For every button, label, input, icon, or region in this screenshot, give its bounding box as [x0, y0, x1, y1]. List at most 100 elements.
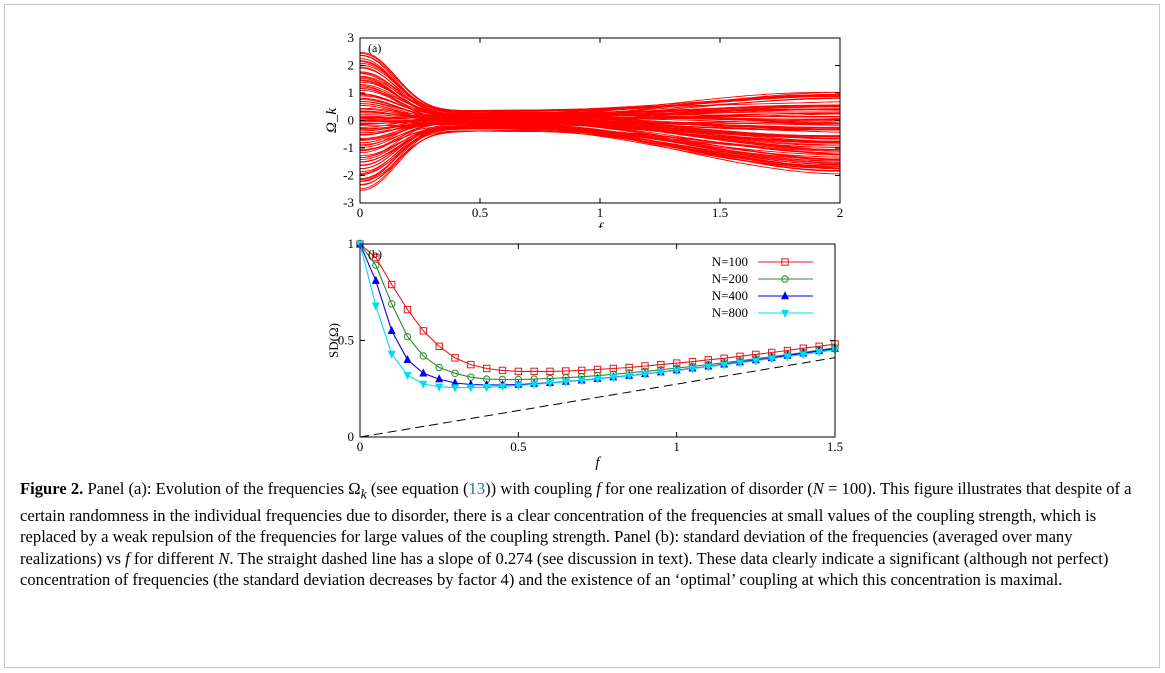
- triangle-down-marker: [371, 302, 380, 311]
- frequency-curve: [360, 67, 840, 112]
- circle-marker: [372, 261, 380, 269]
- triangle-down-marker: [704, 363, 713, 372]
- square-marker: [625, 363, 633, 372]
- circle-marker: [387, 300, 396, 308]
- triangle-down-marker: [545, 379, 555, 388]
- frequency-curve: [360, 55, 840, 116]
- square-marker: [419, 327, 428, 335]
- circle-marker: [781, 275, 789, 283]
- y-tick-label: 0.5: [338, 333, 354, 348]
- panel-a-chart: 0 0.5 1 1.5 2 -3 -2 -1 0 1 2 3 (a) f Ω_k: [324, 30, 844, 228]
- square-marker: [498, 366, 507, 375]
- triangle-down-marker: [815, 348, 824, 357]
- triangle-down-marker: [561, 378, 570, 387]
- frequency-curve: [360, 51, 840, 113]
- square-marker: [781, 258, 789, 266]
- triangle-down-marker: [609, 374, 618, 383]
- triangle-marker: [780, 291, 790, 300]
- square-marker: [514, 367, 523, 376]
- triangle-down-marker: [514, 382, 523, 391]
- triangle-down-marker: [672, 367, 681, 376]
- frequency-curve: [360, 54, 840, 112]
- frequency-curve: [360, 127, 840, 173]
- triangle-down-marker: [735, 359, 745, 368]
- square-marker: [546, 367, 554, 376]
- square-marker: [609, 364, 618, 373]
- legend-label: N=200: [712, 271, 748, 286]
- triangle-marker: [435, 374, 444, 383]
- square-marker: [451, 354, 459, 362]
- y-tick-label: 2: [348, 58, 355, 73]
- frequency-curve: [360, 125, 840, 154]
- circle-marker: [435, 363, 443, 372]
- caption-text: )) with coupling: [485, 479, 597, 498]
- triangle-down-marker: [577, 377, 586, 386]
- square-marker: [372, 253, 380, 262]
- x-tick-label: 1.5: [712, 205, 728, 220]
- triangle-down-marker: [656, 369, 665, 378]
- x-tick-label: 0: [357, 439, 364, 454]
- circle-marker: [403, 332, 412, 341]
- frequency-curve: [360, 103, 840, 125]
- figure-caption: Figure 2. Panel (a): Evolution of the fr…: [20, 478, 1145, 591]
- triangle-down-marker: [783, 353, 792, 362]
- panel-label: (a): [368, 41, 381, 55]
- triangle-marker: [387, 326, 396, 335]
- legend-label: N=100: [712, 254, 748, 269]
- y-tick-label: -3: [343, 195, 354, 210]
- square-marker: [435, 342, 443, 350]
- triangle-down-marker: [435, 383, 444, 392]
- caption-text: Panel (a): Evolution of the frequencies …: [83, 479, 361, 498]
- caption-text: for one realization of disorder (: [600, 479, 813, 498]
- triangle-marker: [419, 368, 428, 377]
- y-tick-label: 1: [348, 85, 355, 100]
- curves-group: [360, 51, 840, 191]
- square-marker: [482, 364, 491, 373]
- x-tick-label: 1.5: [827, 439, 843, 454]
- legend-label: N=800: [712, 305, 748, 320]
- panel-label: (b): [368, 247, 382, 261]
- reference-dashed-line: [359, 357, 836, 438]
- triangle-down-marker: [751, 357, 760, 366]
- y-tick-label: 0: [348, 113, 355, 128]
- caption-text: = 100). This figure illustrates that des…: [20, 479, 1132, 568]
- caption-text: (see equation (: [366, 479, 469, 498]
- legend-label: N=400: [712, 288, 748, 303]
- square-marker: [467, 360, 475, 369]
- x-tick-label: 1: [673, 439, 680, 454]
- x-tick-label: 1: [597, 205, 604, 220]
- frequency-curve: [360, 62, 840, 113]
- frequency-curve: [360, 77, 840, 119]
- panel-b-chart: 0 0.5 1 1.5 0 0.5 1 (b) f SD(Ω) N=100 N=200 N=400 N=8…: [326, 236, 843, 470]
- triangle-down-marker: [450, 384, 460, 393]
- x-tick-label: 2: [837, 205, 844, 220]
- y-axis-label: SD(Ω): [326, 323, 341, 358]
- triangle-down-marker: [387, 350, 396, 359]
- caption-variable: f: [596, 479, 601, 498]
- y-tick-label: 3: [348, 30, 355, 45]
- triangle-down-marker: [466, 384, 475, 393]
- plot-frame: [359, 243, 836, 438]
- triangle-marker: [371, 275, 380, 284]
- triangle-down-marker: [799, 351, 808, 360]
- y-tick-label: -1: [343, 140, 354, 155]
- triangle-down-marker: [767, 355, 776, 364]
- caption-variable: f: [125, 548, 130, 568]
- y-tick-label: 0: [348, 429, 355, 444]
- x-axis-label: f: [595, 455, 601, 470]
- frequency-curve: [360, 85, 840, 120]
- triangle-down-marker: [593, 375, 602, 384]
- triangle-down-marker: [403, 372, 412, 381]
- triangle-down-marker: [625, 372, 634, 381]
- y-tick-label: 1: [348, 236, 355, 251]
- equation-reference-link[interactable]: 13: [468, 479, 486, 498]
- triangle-marker: [403, 354, 412, 363]
- caption-subscript: k: [360, 486, 367, 502]
- frequency-curve: [360, 52, 840, 112]
- caption-variable: N: [218, 548, 230, 568]
- series-line: [359, 243, 836, 372]
- frequency-curve: [360, 121, 840, 139]
- frequency-curve: [360, 127, 840, 161]
- caption-variable: N: [812, 479, 824, 498]
- x-tick-label: 0.5: [472, 205, 488, 220]
